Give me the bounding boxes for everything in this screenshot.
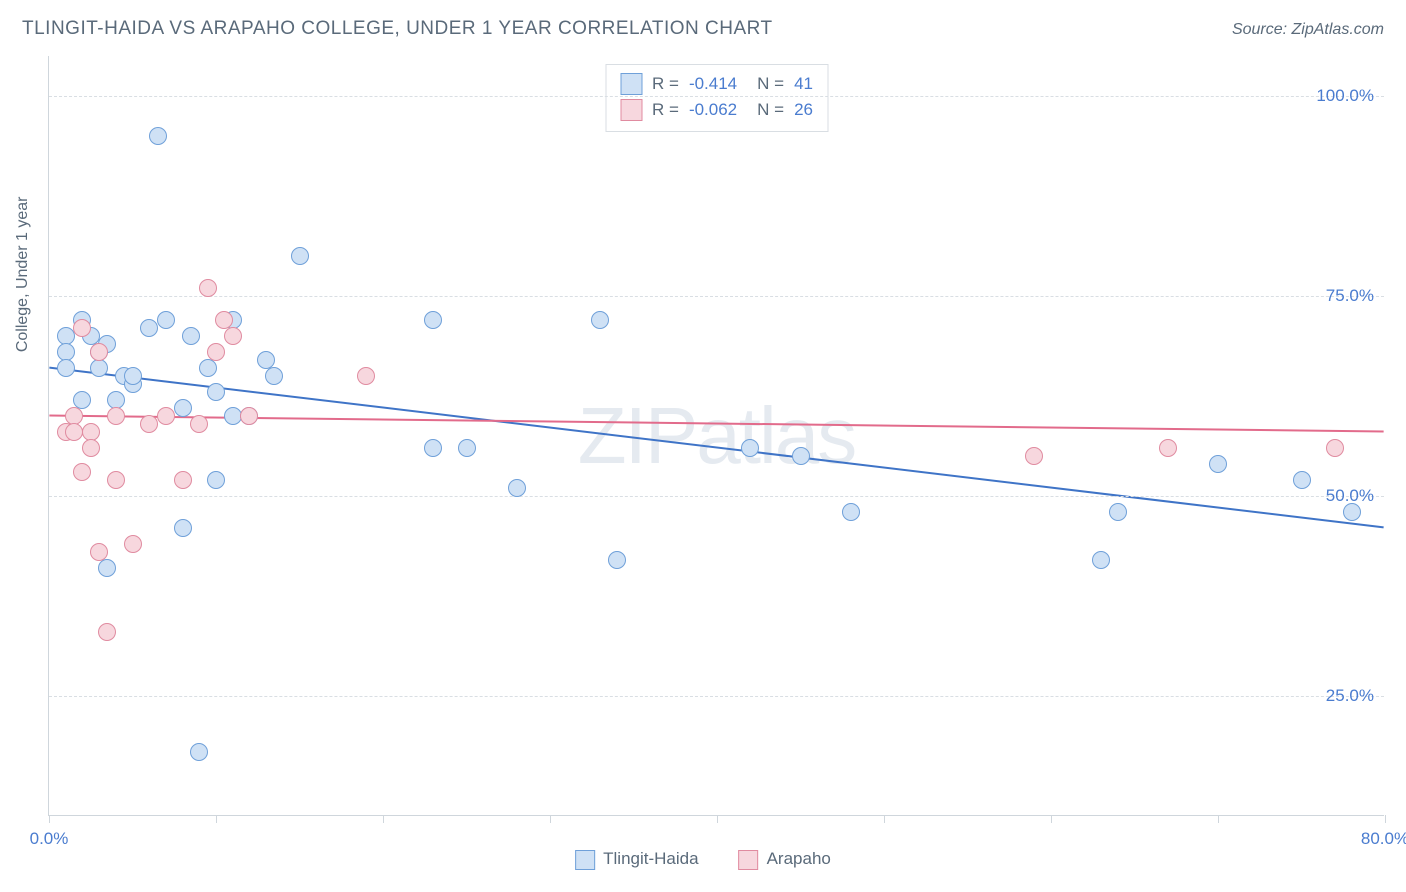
data-point bbox=[1109, 503, 1127, 521]
data-point bbox=[224, 327, 242, 345]
legend-label: Tlingit-Haida bbox=[603, 849, 698, 868]
series-legend: Tlingit-Haida Arapaho bbox=[575, 849, 831, 870]
legend-r-label: R = bbox=[652, 100, 679, 120]
data-point bbox=[291, 247, 309, 265]
x-tick bbox=[49, 815, 50, 823]
x-tick-label: 80.0% bbox=[1361, 829, 1406, 849]
legend-n-label: N = bbox=[757, 100, 784, 120]
data-point bbox=[199, 359, 217, 377]
data-point bbox=[98, 623, 116, 641]
scatter-plot: ZIPatlas R = -0.414 N = 41 R = -0.062 N = 26 25… bbox=[48, 56, 1384, 816]
data-point bbox=[65, 423, 83, 441]
data-point bbox=[458, 439, 476, 457]
gridline bbox=[49, 496, 1384, 497]
data-point bbox=[124, 367, 142, 385]
legend-n-value: 26 bbox=[794, 100, 813, 120]
data-point bbox=[1209, 455, 1227, 473]
legend-item: Arapaho bbox=[739, 849, 831, 870]
data-point bbox=[224, 407, 242, 425]
data-point bbox=[1343, 503, 1361, 521]
data-point bbox=[608, 551, 626, 569]
chart-title: TLINGIT-HAIDA VS ARAPAHO COLLEGE, UNDER … bbox=[22, 18, 773, 40]
legend-swatch bbox=[620, 73, 642, 95]
data-point bbox=[157, 407, 175, 425]
data-point bbox=[424, 311, 442, 329]
data-point bbox=[265, 367, 283, 385]
data-point bbox=[792, 447, 810, 465]
data-point bbox=[124, 535, 142, 553]
data-point bbox=[357, 367, 375, 385]
data-point bbox=[207, 383, 225, 401]
x-tick bbox=[1385, 815, 1386, 823]
y-tick-label: 75.0% bbox=[1326, 286, 1374, 306]
x-tick bbox=[216, 815, 217, 823]
data-point bbox=[1025, 447, 1043, 465]
data-point bbox=[73, 463, 91, 481]
data-point bbox=[90, 359, 108, 377]
data-point bbox=[82, 439, 100, 457]
data-point bbox=[107, 407, 125, 425]
legend-r-value: -0.414 bbox=[689, 74, 737, 94]
legend-swatch bbox=[575, 850, 595, 870]
data-point bbox=[182, 327, 200, 345]
data-point bbox=[149, 127, 167, 145]
watermark: ZIPatlas bbox=[578, 390, 855, 482]
gridline bbox=[49, 696, 1384, 697]
correlation-legend: R = -0.414 N = 41 R = -0.062 N = 26 bbox=[605, 64, 828, 132]
data-point bbox=[174, 471, 192, 489]
gridline bbox=[49, 296, 1384, 297]
data-point bbox=[107, 471, 125, 489]
y-tick-label: 100.0% bbox=[1316, 86, 1374, 106]
y-axis-label: College, Under 1 year bbox=[14, 197, 32, 353]
x-tick bbox=[383, 815, 384, 823]
trend-lines bbox=[49, 56, 1384, 815]
x-tick bbox=[550, 815, 551, 823]
data-point bbox=[140, 415, 158, 433]
legend-r-label: R = bbox=[652, 74, 679, 94]
data-point bbox=[842, 503, 860, 521]
legend-item: Tlingit-Haida bbox=[575, 849, 698, 870]
data-point bbox=[741, 439, 759, 457]
data-point bbox=[90, 343, 108, 361]
data-point bbox=[1159, 439, 1177, 457]
legend-n-value: 41 bbox=[794, 74, 813, 94]
x-tick bbox=[884, 815, 885, 823]
x-tick bbox=[717, 815, 718, 823]
data-point bbox=[73, 319, 91, 337]
data-point bbox=[240, 407, 258, 425]
data-point bbox=[1092, 551, 1110, 569]
data-point bbox=[174, 399, 192, 417]
data-point bbox=[98, 559, 116, 577]
data-point bbox=[157, 311, 175, 329]
trend-line bbox=[49, 368, 1383, 528]
data-point bbox=[1326, 439, 1344, 457]
legend-label: Arapaho bbox=[767, 849, 831, 868]
legend-row: R = -0.414 N = 41 bbox=[620, 71, 813, 97]
source-label: Source: ZipAtlas.com bbox=[1232, 21, 1384, 39]
legend-swatch bbox=[620, 99, 642, 121]
data-point bbox=[207, 343, 225, 361]
x-tick bbox=[1051, 815, 1052, 823]
data-point bbox=[190, 743, 208, 761]
data-point bbox=[90, 543, 108, 561]
x-tick-label: 0.0% bbox=[30, 829, 69, 849]
data-point bbox=[199, 279, 217, 297]
data-point bbox=[57, 359, 75, 377]
data-point bbox=[424, 439, 442, 457]
data-point bbox=[140, 319, 158, 337]
data-point bbox=[174, 519, 192, 537]
data-point bbox=[1293, 471, 1311, 489]
legend-r-value: -0.062 bbox=[689, 100, 737, 120]
legend-n-label: N = bbox=[757, 74, 784, 94]
y-tick-label: 25.0% bbox=[1326, 686, 1374, 706]
legend-row: R = -0.062 N = 26 bbox=[620, 97, 813, 123]
data-point bbox=[591, 311, 609, 329]
legend-swatch bbox=[739, 850, 759, 870]
data-point bbox=[207, 471, 225, 489]
data-point bbox=[508, 479, 526, 497]
x-tick bbox=[1218, 815, 1219, 823]
data-point bbox=[190, 415, 208, 433]
gridline bbox=[49, 96, 1384, 97]
